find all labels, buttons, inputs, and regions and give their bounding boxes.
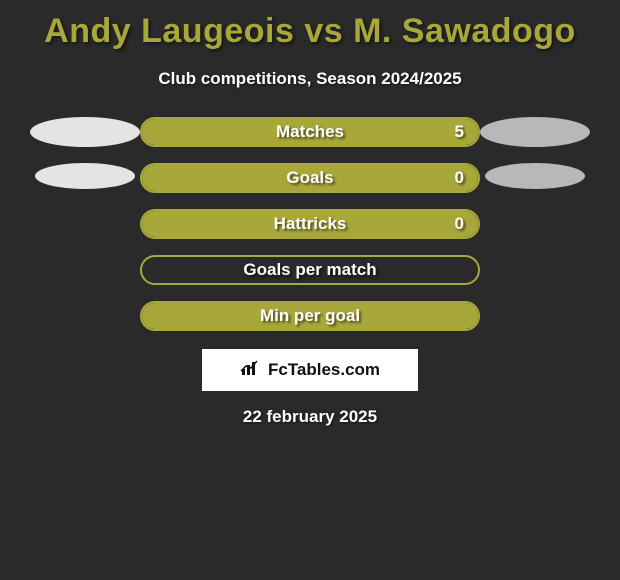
stat-value: 0: [455, 214, 464, 234]
brand-badge[interactable]: FcTables.com: [202, 349, 418, 391]
stat-label: Hattricks: [142, 214, 478, 234]
stat-label: Matches: [142, 122, 478, 142]
stat-bar: Min per goal: [140, 301, 480, 331]
comparison-subtitle: Club competitions, Season 2024/2025: [0, 69, 620, 89]
left-value-pill: [35, 163, 135, 189]
stat-row: Goals per match: [0, 255, 620, 285]
stat-value: 0: [455, 168, 464, 188]
stat-row: Matches5: [0, 117, 620, 147]
stat-bar: Goals0: [140, 163, 480, 193]
snapshot-date: 22 february 2025: [0, 407, 620, 427]
stat-label: Goals per match: [142, 260, 478, 280]
right-value-pill: [480, 117, 590, 147]
stat-bar: Goals per match: [140, 255, 480, 285]
stat-row: Hattricks0: [0, 209, 620, 239]
left-value-pill: [30, 117, 140, 147]
chart-icon: [240, 359, 262, 382]
stat-label: Min per goal: [142, 306, 478, 326]
stat-row: Min per goal: [0, 301, 620, 331]
stat-label: Goals: [142, 168, 478, 188]
stat-value: 5: [455, 122, 464, 142]
right-value-pill: [485, 163, 585, 189]
brand-text: FcTables.com: [268, 360, 380, 380]
stat-bar: Matches5: [140, 117, 480, 147]
comparison-title: Andy Laugeois vs M. Sawadogo: [0, 0, 620, 51]
stat-row: Goals0: [0, 163, 620, 193]
stat-rows: Matches5Goals0Hattricks0Goals per matchM…: [0, 117, 620, 331]
stat-bar: Hattricks0: [140, 209, 480, 239]
